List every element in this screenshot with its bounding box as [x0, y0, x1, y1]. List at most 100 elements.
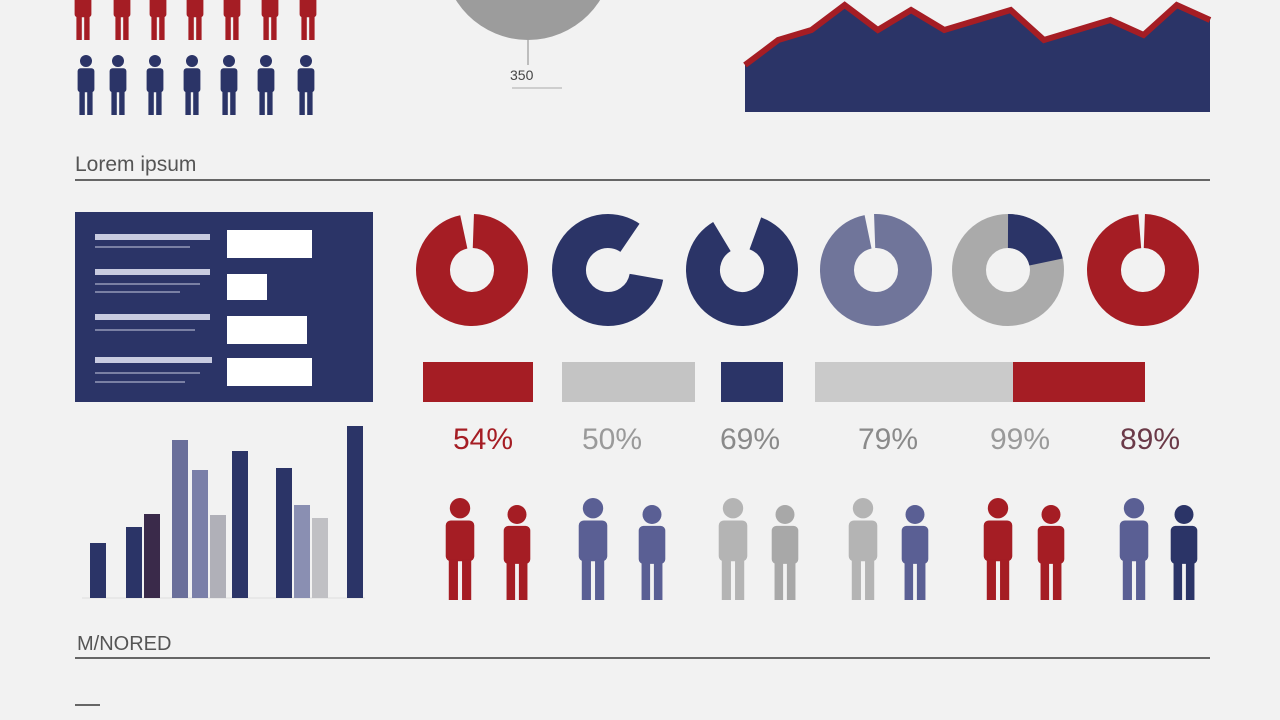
person-leg	[721, 559, 731, 600]
person-icon	[503, 505, 531, 600]
person-leg	[1040, 562, 1050, 600]
person-icon	[445, 498, 475, 600]
person-head	[642, 505, 662, 524]
person-leg	[506, 562, 516, 600]
bar	[232, 451, 248, 598]
person-body	[638, 525, 666, 564]
bar	[144, 514, 160, 598]
person-body	[718, 520, 748, 562]
person-body	[299, 0, 317, 18]
person-head	[112, 55, 124, 67]
person-leg	[156, 91, 162, 115]
person-leg	[653, 562, 663, 600]
person-head	[449, 498, 471, 519]
person-leg	[518, 562, 528, 600]
person-body	[901, 525, 929, 564]
info-bar	[227, 274, 267, 300]
person-leg	[76, 16, 82, 40]
stat-label: 54%	[453, 423, 513, 456]
person-leg	[159, 16, 165, 40]
person-leg	[263, 16, 269, 40]
person-body	[113, 0, 131, 18]
person-head	[260, 55, 272, 67]
person-icon	[1037, 505, 1065, 600]
section-title: Lorem ipsum	[75, 153, 196, 176]
stat-label: 50%	[582, 423, 642, 456]
person-body	[146, 68, 164, 93]
person-head	[722, 498, 744, 519]
person-head	[987, 498, 1009, 519]
bar	[276, 468, 292, 598]
donut	[686, 214, 798, 326]
stat-label: 99%	[990, 423, 1050, 456]
bar	[294, 505, 310, 598]
person-icon	[257, 55, 275, 115]
person-icon	[149, 0, 167, 40]
person-leg	[462, 559, 472, 600]
stat-label: 69%	[720, 423, 780, 456]
stat-bar	[423, 362, 533, 402]
person-leg	[595, 559, 605, 600]
info-bars	[227, 230, 312, 386]
person-leg	[225, 16, 231, 40]
person-leg	[1136, 559, 1146, 600]
person-icon	[74, 0, 92, 40]
person-leg	[309, 16, 315, 40]
person-icon	[718, 498, 748, 600]
person-body	[261, 0, 279, 18]
person-icon	[1119, 498, 1149, 600]
pie	[455, 0, 601, 40]
person-head	[582, 498, 604, 519]
person-icon	[113, 0, 131, 40]
person-head	[775, 505, 795, 524]
bar	[347, 426, 363, 598]
person-leg	[148, 91, 154, 115]
stat-bar	[562, 362, 695, 402]
person-leg	[222, 91, 228, 115]
person-leg	[1122, 559, 1132, 600]
person-head	[300, 55, 312, 67]
person-head	[852, 498, 874, 519]
person-body	[503, 525, 531, 564]
info-bar	[227, 358, 312, 386]
stat-bar	[1013, 362, 1145, 402]
person-head	[507, 505, 527, 524]
person-icon	[299, 0, 317, 40]
person-icon	[220, 55, 238, 115]
person-head	[186, 55, 198, 67]
person-leg	[185, 91, 191, 115]
person-leg	[986, 559, 996, 600]
person-icon	[261, 0, 279, 40]
person-body	[74, 0, 92, 18]
person-leg	[641, 562, 651, 600]
person-leg	[188, 16, 194, 40]
bar	[172, 440, 188, 598]
person-leg	[904, 562, 914, 600]
donuts	[416, 213, 1199, 326]
donut	[552, 214, 664, 326]
person-body	[77, 68, 95, 93]
person-leg	[774, 562, 784, 600]
person-leg	[193, 91, 199, 115]
person-leg	[301, 16, 307, 40]
person-icon	[771, 505, 799, 600]
person-head	[1041, 505, 1061, 524]
person-icon	[109, 55, 127, 115]
person-leg	[84, 16, 90, 40]
info-box	[75, 212, 373, 402]
bar	[126, 527, 142, 598]
person-body	[771, 525, 799, 564]
person-body	[297, 68, 315, 93]
person-body	[149, 0, 167, 18]
stat-bars	[423, 362, 1145, 402]
person-icon	[983, 498, 1013, 600]
stat-label: 89%	[1120, 423, 1180, 456]
person-leg	[119, 91, 125, 115]
person-body	[223, 0, 241, 18]
person-body	[220, 68, 238, 93]
person-leg	[79, 91, 85, 115]
person-leg	[259, 91, 265, 115]
person-leg	[230, 91, 236, 115]
